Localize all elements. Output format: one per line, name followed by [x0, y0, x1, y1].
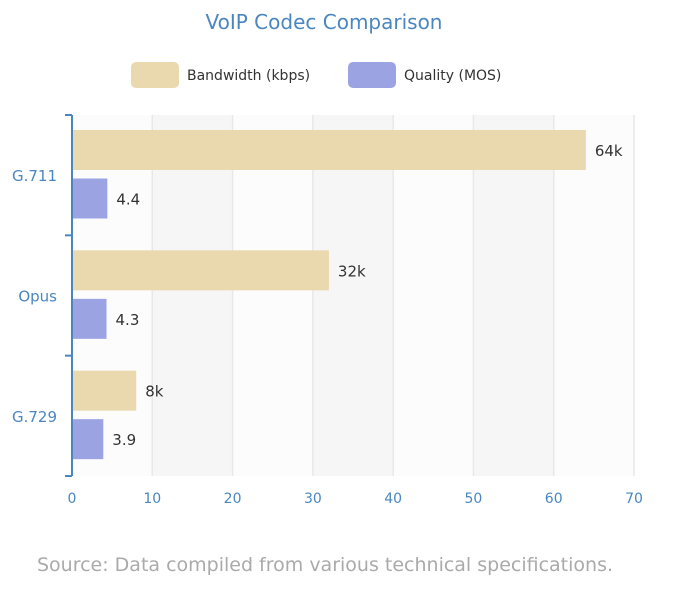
chart-title: VoIP Codec Comparison	[206, 10, 443, 34]
x-axis: 0 10 20 30 40 50 60 70	[68, 491, 643, 507]
y-axis: G.711 Opus G.729	[12, 114, 73, 477]
data-label: 3.9	[112, 431, 136, 449]
bar-quality	[72, 298, 107, 339]
background-stripe	[232, 115, 313, 476]
source-note: Source: Data compiled from various techn…	[37, 554, 613, 576]
data-label: 64k	[595, 142, 623, 160]
bar-quality	[72, 178, 108, 219]
x-tick-label: 20	[224, 491, 242, 507]
background-stripes	[72, 115, 634, 476]
x-tick-label: 70	[625, 491, 643, 507]
data-label: 4.3	[116, 311, 140, 329]
legend-label-bandwidth: Bandwidth (kbps)	[187, 68, 310, 84]
bars: 64k 4.4 32k 4.3 8k 3.9	[72, 130, 623, 460]
background-stripe	[393, 115, 474, 476]
x-tick-label: 60	[545, 491, 563, 507]
bar-bandwidth	[72, 250, 329, 291]
legend: Bandwidth (kbps) Quality (MOS)	[131, 62, 501, 88]
bar-quality	[72, 419, 104, 460]
x-tick-label: 30	[304, 491, 322, 507]
x-tick-label: 40	[384, 491, 402, 507]
background-stripe	[152, 115, 233, 476]
background-stripe	[72, 115, 153, 476]
legend-item-bandwidth[interactable]: Bandwidth (kbps)	[131, 62, 310, 88]
legend-item-quality[interactable]: Quality (MOS)	[348, 62, 501, 88]
data-label: 8k	[145, 383, 164, 401]
bar-bandwidth	[72, 130, 586, 170]
y-category-label: G.711	[12, 167, 57, 185]
gridlines	[151, 115, 635, 476]
background-stripe	[312, 115, 394, 476]
legend-label-quality: Quality (MOS)	[404, 68, 501, 84]
x-tick-label: 10	[143, 491, 161, 507]
data-label: 4.4	[116, 191, 140, 209]
background-stripe	[553, 115, 634, 476]
legend-swatch-quality	[348, 62, 396, 88]
data-label: 32k	[338, 262, 366, 280]
bar-bandwidth	[72, 370, 137, 411]
x-tick-label: 50	[465, 491, 483, 507]
background-stripe	[473, 115, 554, 476]
x-tick-label: 0	[68, 491, 77, 507]
legend-swatch-bandwidth	[131, 62, 179, 88]
y-category-label: Opus	[18, 288, 57, 306]
y-category-label: G.729	[12, 408, 57, 426]
